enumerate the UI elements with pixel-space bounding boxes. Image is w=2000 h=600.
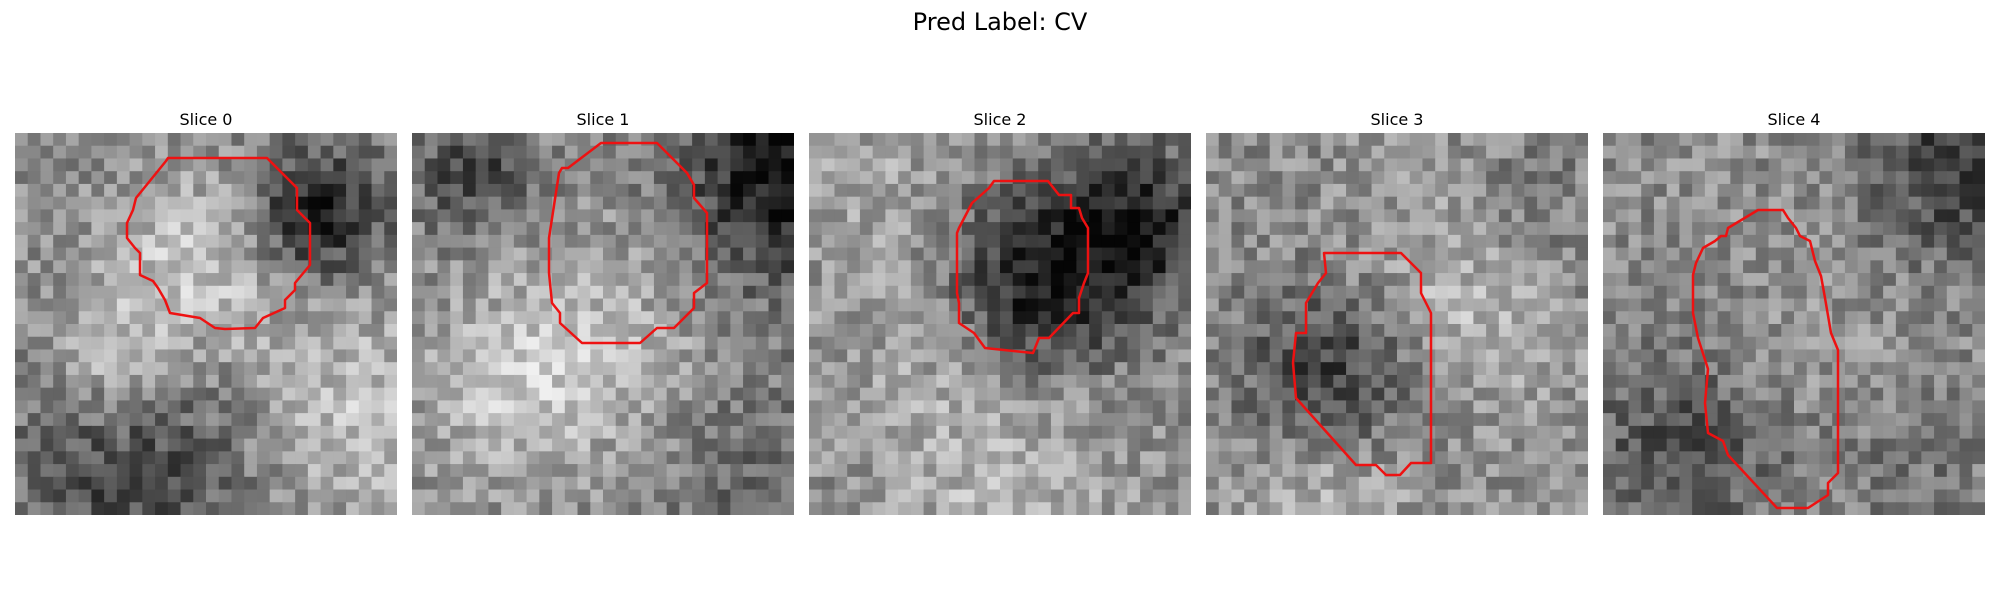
slice-4-canvas: [1603, 133, 1985, 515]
slice-3-canvas: [1206, 133, 1588, 515]
slice-4-contour: [1691, 208, 1840, 510]
slice-4-image: [1603, 133, 1985, 515]
slice-2-canvas: [809, 133, 1191, 515]
slice-0-image: [15, 133, 397, 515]
slice-0-title: Slice 0: [179, 110, 233, 129]
slice-0-contour: [125, 156, 312, 331]
slice-1-title: Slice 1: [576, 110, 630, 129]
slice-0-canvas: [15, 133, 397, 515]
slice-2-title: Slice 2: [973, 110, 1027, 129]
slice-4-title: Slice 4: [1767, 110, 1821, 129]
slice-2-contour: [955, 179, 1090, 355]
slice-3-image: [1206, 133, 1588, 515]
slice-1-image: [412, 133, 794, 515]
slice-3-contour: [1291, 251, 1433, 477]
slice-2-image: [809, 133, 1191, 515]
slice-1-contour: [547, 141, 709, 345]
slice-1-canvas: [412, 133, 794, 515]
slice-3-title: Slice 3: [1370, 110, 1424, 129]
figure-title: Pred Label: CV: [912, 8, 1088, 36]
